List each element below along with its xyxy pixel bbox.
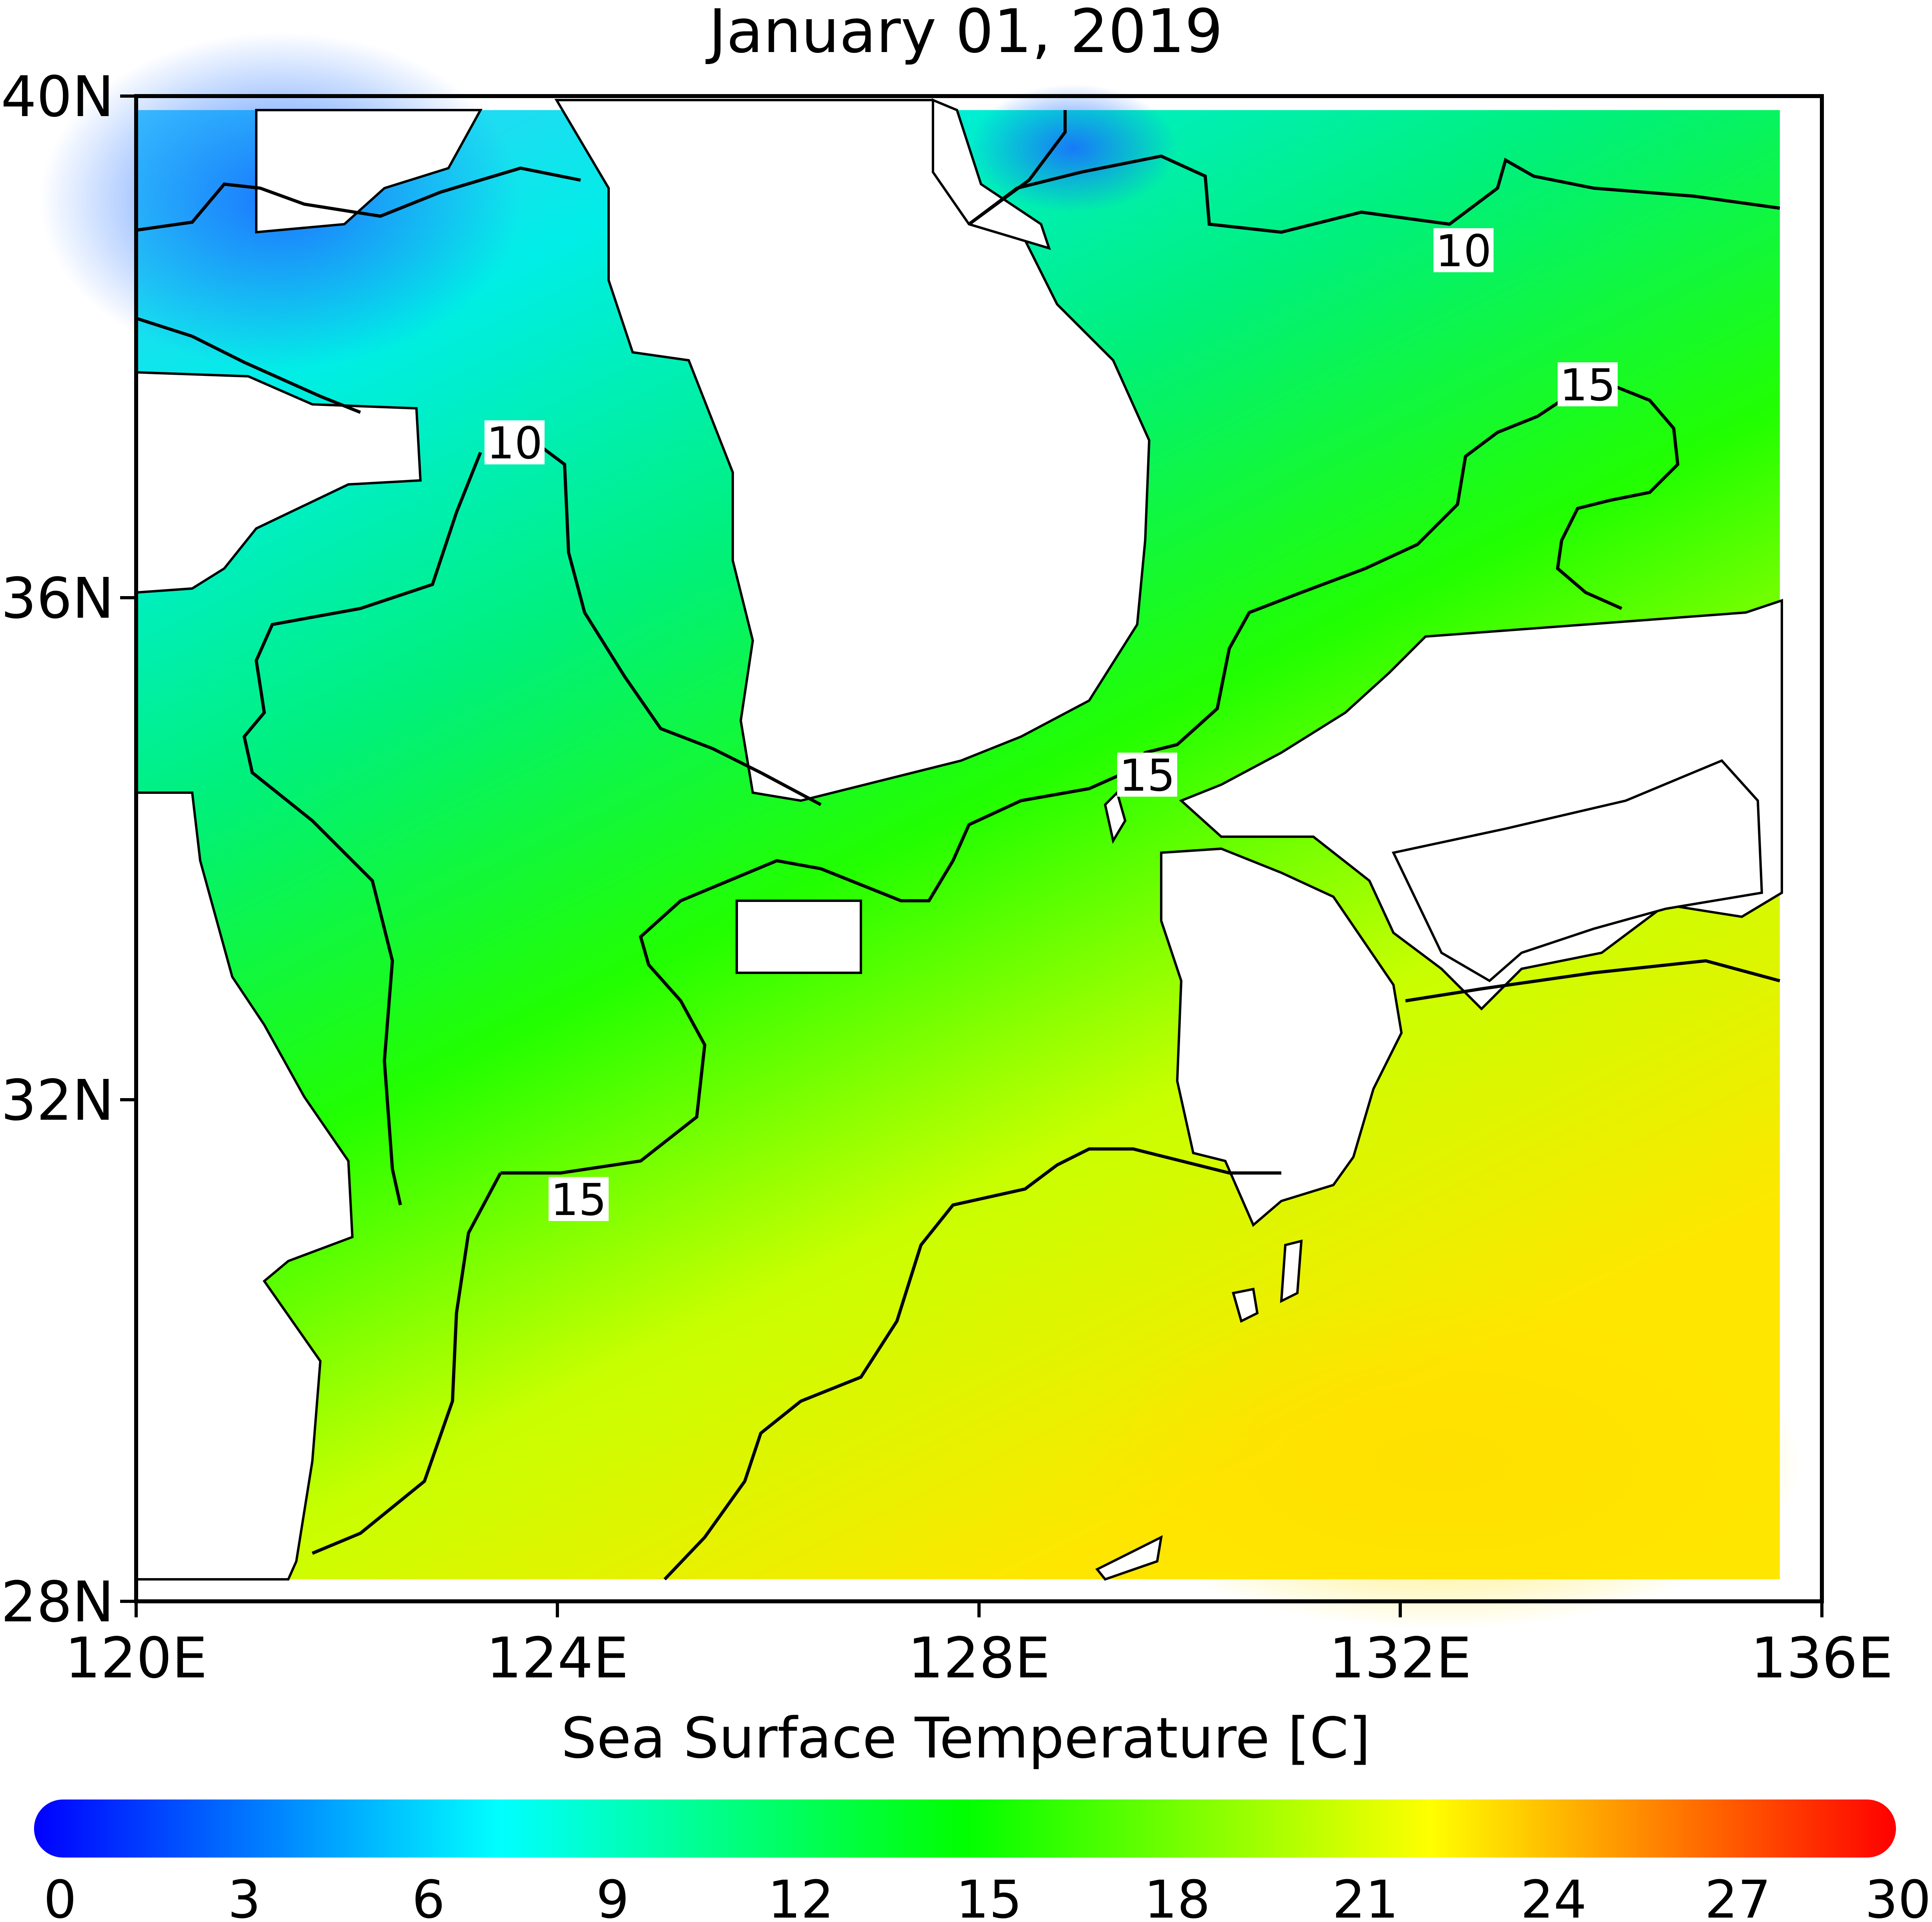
- contour-label-group: 10 10 15 15 15: [485, 225, 1618, 1225]
- y-tick-label: 28N: [1, 1570, 114, 1635]
- colorbar-tick-label: 15: [956, 1869, 1022, 1922]
- contour-15-central: [501, 399, 1563, 1175]
- x-tick-label: 132E: [1329, 1626, 1472, 1691]
- colorbar-tick-label: 12: [768, 1869, 834, 1922]
- land-liaoning: [932, 98, 1051, 250]
- warm-water-patch: [1081, 1293, 1802, 1629]
- colorbar-tick-label: 24: [1520, 1869, 1586, 1922]
- contour-label: 15: [1119, 750, 1175, 801]
- contour-10-bohai: [136, 166, 581, 232]
- land-jeju: [736, 900, 862, 974]
- colorbar-tick-label: 6: [412, 1869, 445, 1922]
- x-axis-ticks: 120E 124E 128E 132E 136E: [65, 1626, 1893, 1691]
- x-tick-label: 120E: [65, 1626, 207, 1691]
- land-yakushima: [1232, 1287, 1259, 1323]
- contour-10-yellow-sea: [242, 452, 482, 1205]
- contour-lines: [135, 110, 1781, 1581]
- contour-15-west: [312, 1172, 502, 1555]
- land-japan-shikoku: [1391, 759, 1763, 982]
- land-japan-kyushu: [1160, 847, 1403, 1227]
- contour-10-east-sea-south: [968, 154, 1780, 234]
- colorbar-tick-label: 18: [1144, 1869, 1210, 1922]
- contour-10-yellow-sea-east: [531, 439, 822, 806]
- contour-20-east: [1405, 959, 1781, 1002]
- map-panel: 10 10 15 15 15 120E 124E: [1, 32, 1893, 1691]
- colorbar-tick-label: 30: [1865, 1869, 1931, 1922]
- y-axis-ticks: 40N 36N 32N 28N: [1, 64, 114, 1635]
- contour-label: 15: [1560, 359, 1616, 411]
- colorbar-tick-label: 21: [1332, 1869, 1398, 1922]
- axis-ticks: [120, 94, 1823, 1617]
- x-tick-label: 124E: [486, 1626, 629, 1691]
- y-tick-label: 36N: [1, 566, 114, 631]
- variable-label: Sea Surface Temperature [C]: [561, 1706, 1370, 1771]
- colorbar-tick-label: 27: [1705, 1869, 1771, 1922]
- colorbar-tick-label: 3: [228, 1869, 261, 1922]
- contour-20: [663, 1147, 1281, 1581]
- land-tanegashima: [1280, 1239, 1303, 1303]
- land-korea-china-north: [554, 99, 1151, 802]
- colorbar-tick-label: 9: [596, 1869, 629, 1922]
- land-areas: [135, 98, 1783, 1581]
- x-tick-label: 136E: [1751, 1626, 1893, 1691]
- land-china-east-coast: [135, 791, 354, 1581]
- contour-15-japan-sea: [1556, 383, 1680, 610]
- land-amami: [1095, 1535, 1163, 1581]
- y-tick-label: 32N: [1, 1068, 114, 1133]
- colorbar-gradient: [34, 1799, 1896, 1858]
- contour-10-yellow-sea-north: [135, 317, 361, 414]
- colorbar-ticks: 0 3 6 9 12 15 18 21 24 27 30: [44, 1869, 1931, 1922]
- x-tick-label: 128E: [908, 1626, 1050, 1691]
- map-title: January 01, 2019: [706, 0, 1223, 66]
- colorbar: 0 3 6 9 12 15 18 21 24 27 30: [34, 1799, 1931, 1922]
- y-tick-label: 40N: [1, 64, 114, 130]
- land-shandong: [135, 371, 422, 594]
- contour-label: 10: [487, 418, 543, 469]
- land-tsushima: [1104, 790, 1127, 844]
- cold-water-patch: [969, 84, 1177, 212]
- contour-label: 10: [1435, 225, 1492, 277]
- colorbar-tick-label: 0: [44, 1869, 77, 1922]
- contour-label: 15: [551, 1174, 607, 1225]
- land-liaodong: [255, 109, 483, 234]
